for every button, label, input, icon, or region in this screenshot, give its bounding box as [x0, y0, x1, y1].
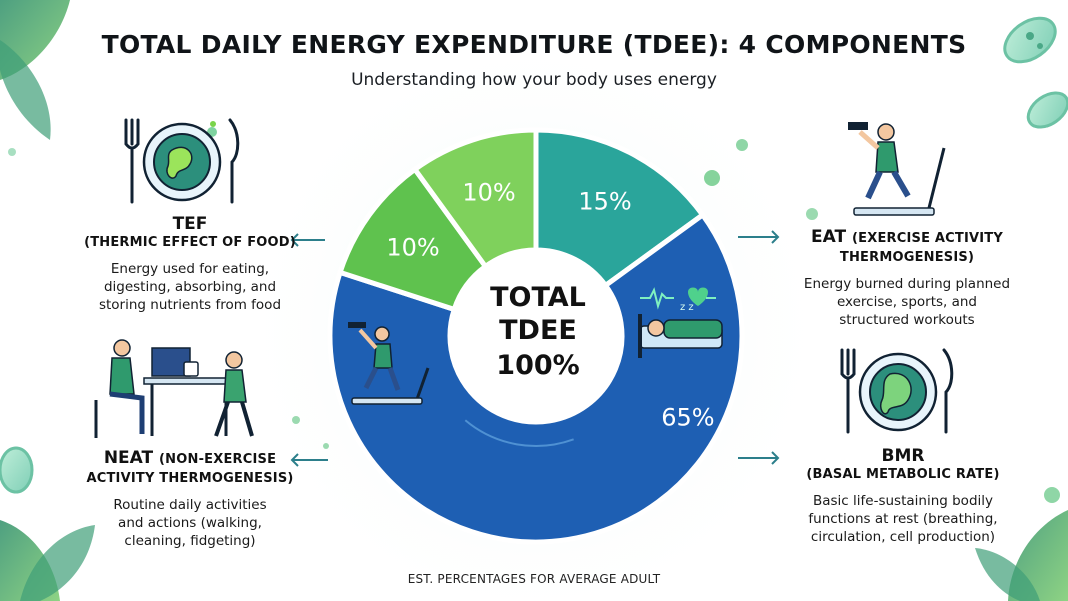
eat-block: EAT (EXERCISE ACTIVITY THERMOGENESIS) En…	[782, 227, 1032, 329]
bmr-description: Basic life-sustaining bodily functions a…	[772, 492, 1034, 546]
tef-desc-line: storing nutrients from food	[98, 297, 282, 313]
slice-eat	[533, 127, 707, 289]
slice-percent-label: 10%	[386, 234, 439, 262]
center-total-label: TOTAL	[490, 282, 586, 313]
bmr-desc-line: circulation, cell production)	[810, 529, 996, 545]
neat-desc-line: Routine daily activities	[113, 497, 267, 513]
percentage-labels: 15% 65% 10% 10%	[386, 178, 714, 431]
neat-abbr: NEAT	[103, 448, 154, 468]
eat-desc-line: structured workouts	[839, 312, 975, 328]
stomach-plate-icon	[840, 348, 954, 434]
decor-leaves-bottom-left-icon	[0, 446, 95, 601]
neat-description: Routine daily activities and actions (wa…	[62, 496, 318, 550]
neat-desc-line: cleaning, fidgeting)	[124, 533, 256, 549]
eat-full-name-a: (EXERCISE ACTIVITY	[852, 231, 1003, 246]
slice-percent-label: 10%	[462, 178, 515, 206]
slice-tef	[411, 127, 539, 270]
tef-desc-line: Energy used for eating,	[110, 261, 270, 277]
tef-desc-line: digesting, absorbing, and	[103, 279, 277, 295]
neat-heading: NEAT (NON-EXERCISE	[62, 448, 318, 470]
eat-description: Energy burned during planned exercise, s…	[782, 275, 1032, 329]
decor-leaves-top-left-icon	[0, 0, 70, 140]
eat-full-name-b: THERMOGENESIS)	[839, 250, 975, 265]
eat-desc-line: Energy burned during planned	[803, 276, 1011, 292]
sleeping-person-icon: z z	[638, 287, 723, 358]
center-tdee-label: TDEE	[499, 315, 577, 346]
neat-full-name-a: (NON-EXERCISE	[159, 452, 277, 467]
decor-cell-top-right-icon	[1003, 16, 1068, 129]
page-subtitle: Understanding how your body uses energy	[351, 70, 717, 90]
bmr-abbr: BMR	[881, 446, 925, 466]
arrow-left-top-icon	[290, 233, 325, 247]
connector-arrows	[290, 230, 780, 467]
donut-center-disc	[452, 252, 620, 420]
bmr-desc-line: functions at rest (breathing,	[808, 511, 998, 527]
eat-desc-line: exercise, sports, and	[836, 294, 978, 310]
bmr-desc-line: Basic life-sustaining bodily	[812, 493, 993, 509]
tef-description: Energy used for eating, digesting, absor…	[62, 260, 318, 314]
arrow-left-bottom-icon	[290, 453, 328, 467]
tef-block: TEF (THERMIC EFFECT OF FOOD) Energy used…	[62, 214, 318, 314]
donut-highlight-arc	[464, 419, 574, 447]
footer-note: EST. PERCENTAGES FOR AVERAGE ADULT	[407, 572, 661, 586]
slice-percent-label: 15%	[578, 188, 631, 216]
tef-abbr: TEF	[172, 214, 208, 234]
svg-text:z z: z z	[680, 302, 694, 313]
tef-full-name: (THERMIC EFFECT OF FOOD)	[84, 235, 296, 250]
bmr-block: BMR (BASAL METABOLIC RATE) Basic life-su…	[772, 446, 1034, 546]
center-percent-label: 100%	[496, 350, 579, 381]
neat-block: NEAT (NON-EXERCISE ACTIVITY THERMOGENESI…	[62, 448, 318, 550]
tdee-donut-chart	[327, 127, 745, 545]
dumbbell-treadmill-icon	[348, 322, 430, 405]
desk-worker-icon	[94, 339, 254, 438]
decor-leaves-bottom-right-icon	[975, 510, 1068, 601]
runner-treadmill-icon	[848, 122, 946, 216]
arrow-right-top-icon	[738, 230, 780, 244]
slice-bmr	[327, 211, 745, 545]
arrow-right-bottom-icon	[738, 451, 780, 465]
page-title: TOTAL DAILY ENERGY EXPENDITURE (TDEE): 4…	[101, 30, 967, 59]
slice-percent-label: 65%	[661, 404, 714, 432]
neat-desc-line: and actions (walking,	[118, 515, 262, 531]
neat-full-name-b: ACTIVITY THERMOGENESIS)	[86, 471, 294, 486]
eat-heading: EAT (EXERCISE ACTIVITY	[782, 227, 1032, 249]
eat-abbr: EAT	[811, 227, 847, 247]
plate-icon	[124, 118, 240, 204]
bmr-full-name: (BASAL METABOLIC RATE)	[806, 467, 1000, 482]
